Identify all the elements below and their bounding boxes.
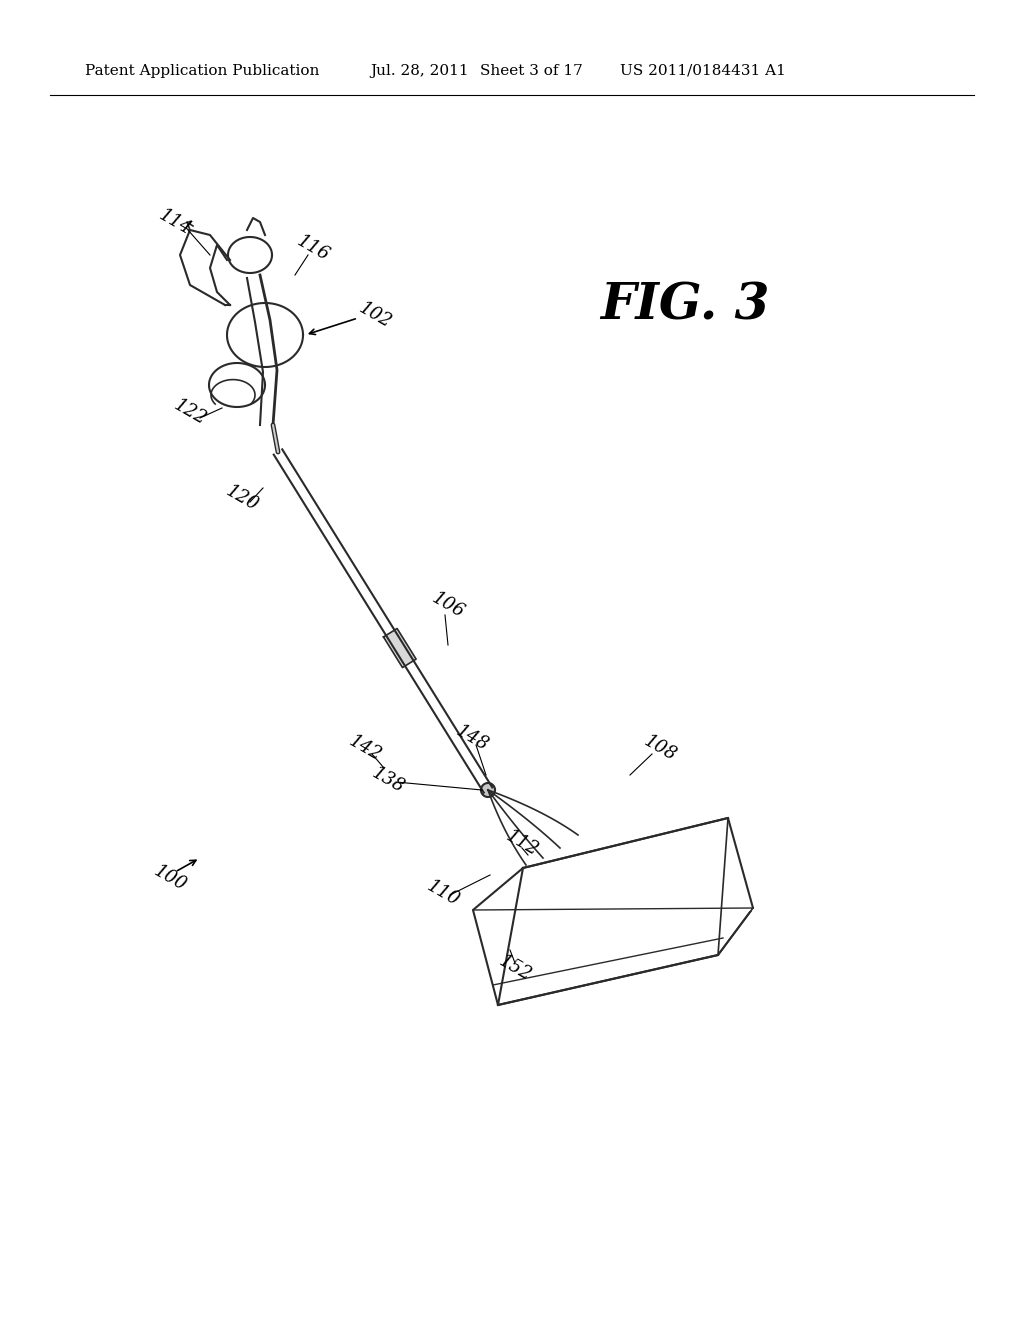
Text: 112: 112 <box>503 826 542 859</box>
Polygon shape <box>384 628 416 668</box>
Text: 114: 114 <box>156 206 195 239</box>
Text: Patent Application Publication: Patent Application Publication <box>85 63 319 78</box>
Text: 138: 138 <box>369 763 408 796</box>
Text: 116: 116 <box>294 231 333 264</box>
Text: 120: 120 <box>222 482 261 515</box>
Polygon shape <box>481 783 495 797</box>
Text: 110: 110 <box>424 876 463 909</box>
Text: 142: 142 <box>345 731 384 764</box>
Text: 152: 152 <box>496 952 535 985</box>
Text: Sheet 3 of 17: Sheet 3 of 17 <box>480 63 583 78</box>
Text: 100: 100 <box>151 862 189 895</box>
Text: 108: 108 <box>641 731 680 764</box>
Text: 122: 122 <box>171 396 210 429</box>
Text: 102: 102 <box>355 298 394 331</box>
Text: FIG. 3: FIG. 3 <box>600 282 769 331</box>
Text: 148: 148 <box>453 722 492 755</box>
Text: 106: 106 <box>429 589 467 622</box>
Text: US 2011/0184431 A1: US 2011/0184431 A1 <box>620 63 785 78</box>
Text: Jul. 28, 2011: Jul. 28, 2011 <box>370 63 469 78</box>
